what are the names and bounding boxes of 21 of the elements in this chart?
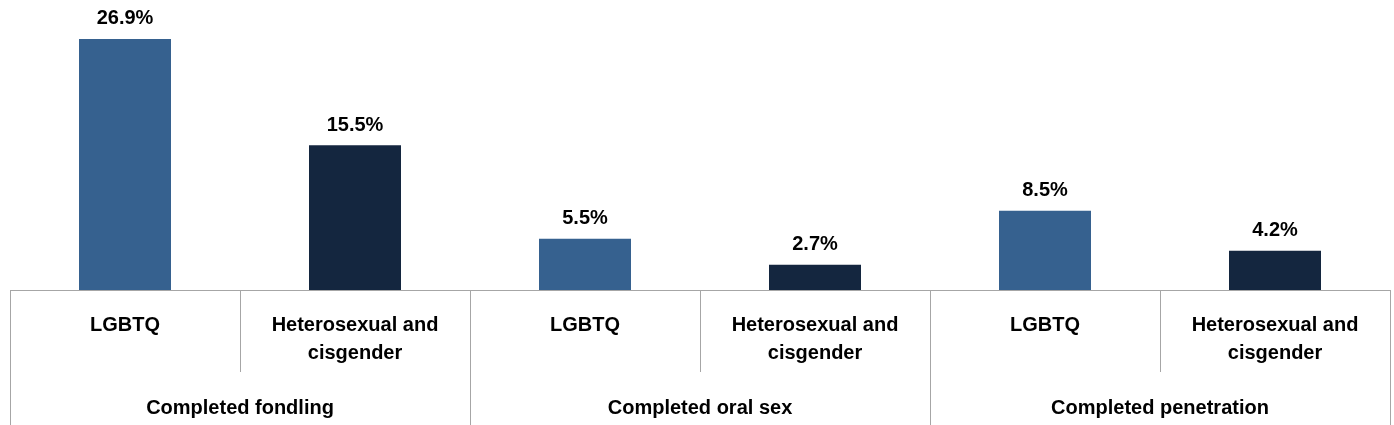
text: LGBTQ [550, 312, 620, 335]
bar [999, 210, 1091, 290]
data-label: 8.5% [1022, 178, 1069, 201]
text: Heterosexual and cisgender [731, 312, 899, 363]
data-label: 26.9% [96, 6, 154, 29]
data-label: 4.2% [1252, 218, 1299, 241]
bar [539, 238, 631, 290]
data-label: 15.5% [326, 112, 384, 135]
data-label: 2.7% [792, 232, 839, 255]
bar [1229, 250, 1321, 290]
x-tick-label: Completed oral sex [607, 395, 793, 418]
x-tick-label: Completed fondling [146, 395, 334, 418]
series-label: LGBTQ [90, 312, 160, 335]
bar [769, 264, 861, 290]
text: LGBTQ [1010, 312, 1080, 335]
text: Heterosexual and cisgender [271, 312, 439, 363]
bar [79, 38, 171, 290]
text: Heterosexual and cisgender [1191, 312, 1359, 363]
x-tick-label: Completed penetration [1051, 395, 1269, 418]
data-label: 5.5% [562, 206, 609, 229]
bar [309, 145, 401, 290]
